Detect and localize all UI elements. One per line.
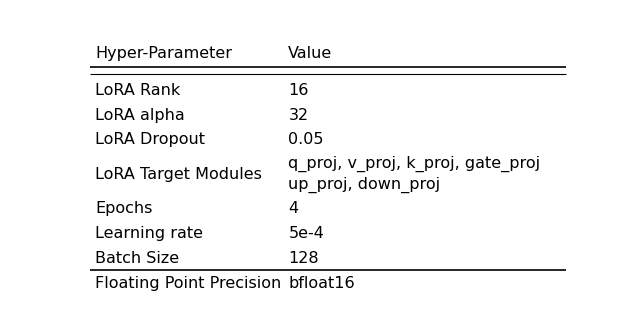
Text: 5e-4: 5e-4 — [288, 226, 324, 241]
Text: Hyper-Parameter: Hyper-Parameter — [95, 46, 232, 61]
Text: Batch Size: Batch Size — [95, 252, 179, 266]
Text: Value: Value — [288, 46, 333, 61]
Text: 4: 4 — [288, 201, 298, 217]
Text: 128: 128 — [288, 252, 319, 266]
Text: bfloat16: bfloat16 — [288, 277, 355, 291]
Text: LoRA Target Modules: LoRA Target Modules — [95, 167, 262, 182]
Text: LoRA Dropout: LoRA Dropout — [95, 133, 205, 147]
Text: Floating Point Precision: Floating Point Precision — [95, 277, 281, 291]
Text: 32: 32 — [288, 108, 308, 122]
Text: 16: 16 — [288, 83, 308, 98]
Text: 0.05: 0.05 — [288, 133, 324, 147]
Text: Epochs: Epochs — [95, 201, 152, 217]
Text: LoRA alpha: LoRA alpha — [95, 108, 184, 122]
Text: LoRA Rank: LoRA Rank — [95, 83, 180, 98]
Text: q_proj, v_proj, k_proj, gate_proj
up_proj, down_proj: q_proj, v_proj, k_proj, gate_proj up_pro… — [288, 156, 540, 193]
Text: Learning rate: Learning rate — [95, 226, 203, 241]
